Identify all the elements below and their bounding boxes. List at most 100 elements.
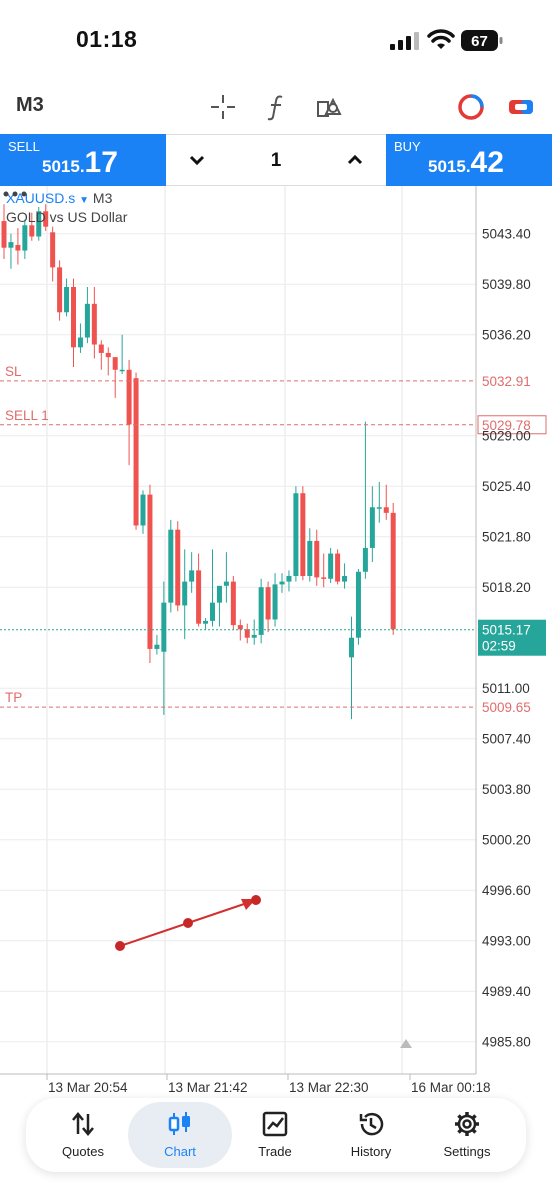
candle-body	[64, 287, 70, 313]
candle-body	[216, 585, 222, 603]
candle-body	[1, 221, 7, 248]
chart-canvas[interactable]: SL 5032.91 SELL 1 5029.78 TP 5009.65 5015.1702…	[0, 186, 552, 1100]
status-time: 01:18	[76, 26, 138, 52]
nav-chart[interactable]: Chart	[128, 1098, 232, 1172]
bar-countdown: 02:59	[482, 639, 516, 654]
chevron-up-icon[interactable]	[344, 149, 366, 171]
level-price-bg	[478, 371, 546, 390]
candle-body	[279, 581, 285, 585]
nav-trade-label: Trade	[258, 1144, 292, 1159]
trendline-segment	[187, 901, 251, 924]
volume-value[interactable]: 1	[270, 150, 282, 171]
candlestick-chart-icon	[168, 1112, 190, 1135]
price-tick-label: 4993.00	[482, 934, 531, 949]
function-icon[interactable]	[262, 92, 292, 122]
candle-body	[43, 211, 49, 227]
candle-body	[15, 244, 21, 251]
price-tick-label: 5003.80	[482, 782, 531, 797]
candle-body	[362, 547, 368, 572]
candle-body	[383, 507, 389, 513]
price-axis: 5043.40 5039.80 5036.20 5029.00 5025.40 5021.…	[0, 186, 531, 1075]
trendline-drawing[interactable]	[115, 895, 261, 951]
level-price: 5029.78	[482, 418, 531, 433]
current-price-value: 5015.17	[482, 623, 531, 638]
candle-body	[321, 577, 327, 579]
buy-price: 5015.42	[428, 146, 504, 180]
nav-history-label: History	[350, 1144, 392, 1159]
candle-body	[293, 493, 299, 576]
candle-body	[355, 571, 361, 638]
price-tick-label: 5007.40	[482, 732, 531, 747]
nav-quotes-label: Quotes	[62, 1144, 104, 1159]
crosshair-icon[interactable]	[208, 92, 238, 122]
objects-icon[interactable]	[314, 92, 344, 122]
price-tick-label: 4989.40	[482, 984, 531, 999]
candle-body	[50, 232, 56, 268]
trendline-point[interactable]	[115, 941, 125, 951]
price-tick-label: 5011.00	[482, 681, 530, 696]
trendline-point[interactable]	[183, 918, 193, 928]
candle-body	[237, 625, 243, 630]
sell-button[interactable]: SELL 5015.17	[0, 134, 166, 186]
nav-trade[interactable]: Trade	[226, 1098, 324, 1172]
candle-body	[36, 211, 42, 237]
chevron-down-icon[interactable]	[186, 149, 208, 171]
trendline-point[interactable]	[251, 895, 261, 905]
candle-body	[342, 575, 348, 582]
bottom-navigation: Quotes Chart Trade History	[26, 1098, 526, 1172]
candle-body	[210, 602, 215, 621]
candle-body	[369, 507, 375, 548]
nav-settings[interactable]: Settings	[418, 1098, 516, 1172]
buy-label: BUY	[394, 139, 421, 154]
time-tick-label: 16 Mar 00:18	[411, 1080, 491, 1095]
nav-history[interactable]: History	[322, 1098, 420, 1172]
candle-body	[230, 581, 236, 626]
chart-type-icon[interactable]	[456, 92, 486, 122]
candle-body	[57, 267, 63, 313]
price-chart[interactable]: SL 5032.91 SELL 1 5029.78 TP 5009.65 5015.17 02…	[0, 186, 552, 1100]
level-price-bg	[478, 698, 546, 717]
more-dots-icon[interactable]	[0, 186, 30, 202]
caret-down-icon: ▼	[79, 195, 90, 206]
time-axis: 13 Mar 20:54 13 Mar 21:42 13 Mar 22:30 16 M…	[46, 1039, 491, 1095]
candle-body	[105, 352, 111, 358]
timeframe-button[interactable]: M3	[16, 94, 44, 116]
price-tick-label: 5043.40	[482, 227, 531, 242]
time-tick-label: 13 Mar 20:54	[48, 1080, 128, 1095]
nav-chart-label: Chart	[164, 1144, 196, 1159]
candle-body	[328, 553, 334, 579]
candle-body	[335, 553, 341, 582]
buy-price-small: 5015.	[428, 157, 471, 176]
buy-button[interactable]: BUY 5015.42	[386, 134, 552, 186]
trade-chart-icon	[262, 1111, 288, 1137]
quotes-arrows-icon	[72, 1112, 94, 1136]
candle-body	[251, 634, 257, 638]
candle-body	[265, 587, 271, 620]
candle-body	[133, 378, 139, 526]
level-price: 5009.65	[482, 700, 531, 715]
candle-body	[300, 493, 306, 576]
price-tick-label: 5029.00	[482, 429, 531, 444]
price-tick-label: 5021.80	[482, 530, 531, 545]
candle-body	[161, 602, 167, 652]
candle-body	[196, 570, 202, 624]
candle-body	[168, 529, 174, 603]
price-levels[interactable]: SL 5032.91 SELL 1 5029.78 TP 5009.65 5015.1702…	[0, 364, 547, 717]
sell-price: 5015.17	[42, 146, 118, 180]
sell-price-big: 17	[84, 146, 118, 179]
price-tick-label: 5036.20	[482, 328, 531, 343]
wifi-icon	[427, 29, 455, 49]
candle-body	[126, 369, 132, 425]
nav-settings-label: Settings	[443, 1144, 491, 1159]
candle-body	[98, 344, 104, 353]
level-label: TP	[5, 690, 22, 705]
candle-body	[286, 575, 292, 582]
candle-body	[140, 494, 146, 526]
symbol-description: GOLD vs US Dollar	[6, 209, 128, 225]
candle-body	[223, 581, 229, 586]
nav-quotes[interactable]: Quotes	[34, 1098, 132, 1172]
trade-toggle-icon[interactable]	[506, 92, 536, 122]
candle-body	[112, 357, 118, 370]
candles	[1, 204, 396, 720]
candle-body	[147, 494, 153, 649]
